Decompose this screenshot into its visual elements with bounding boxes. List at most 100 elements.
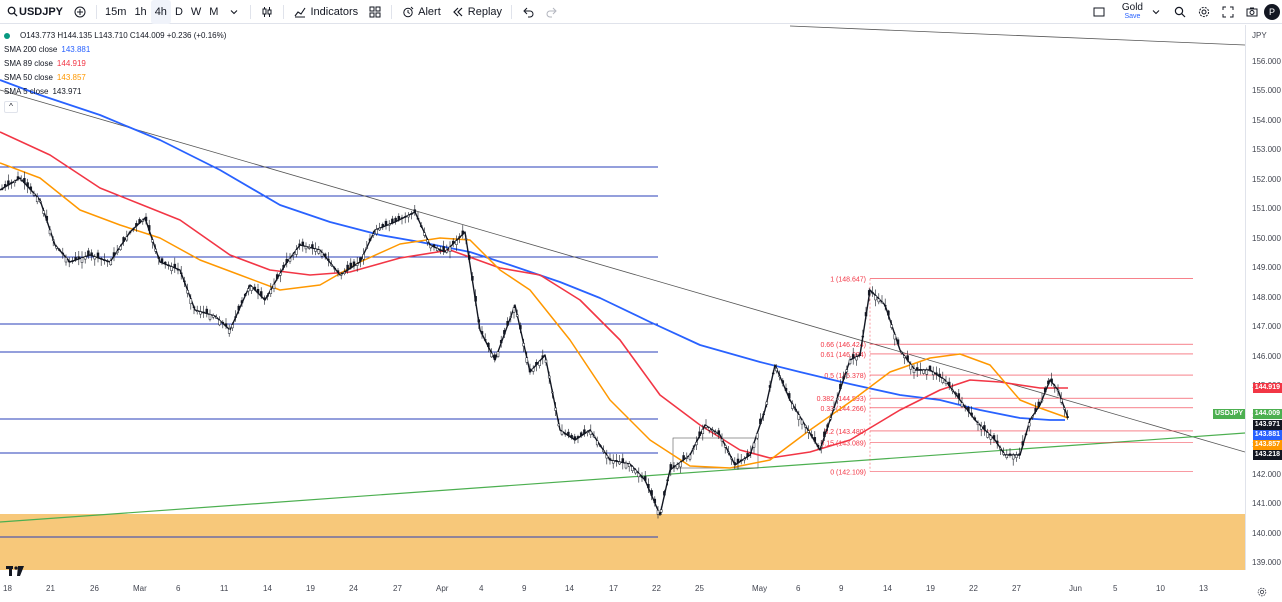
candle-body: [432, 244, 436, 248]
candle-body: [771, 372, 775, 375]
candle-body: [781, 380, 785, 384]
candle-body: [826, 424, 829, 428]
compare-button[interactable]: [68, 0, 92, 24]
avatar[interactable]: P: [1264, 4, 1280, 20]
price-chart[interactable]: 1 (148.647) 0.66 (146.424) 0.61 (146.094) 0…: [0, 25, 1245, 570]
indicators-button[interactable]: Indicators: [288, 0, 363, 24]
chart-type-button[interactable]: [255, 0, 279, 24]
candle-body: [19, 179, 23, 181]
candle-body: [823, 431, 826, 438]
interval-15m[interactable]: 15m: [105, 5, 127, 18]
interval-w[interactable]: W: [190, 5, 202, 18]
candle-body: [813, 437, 817, 442]
candle-body: [995, 440, 999, 444]
grid-icon: [368, 5, 382, 19]
divider: [283, 4, 285, 19]
market-status-icon: [4, 33, 10, 39]
candle-body: [266, 295, 269, 297]
price-tick-label: 156.000: [1252, 57, 1281, 66]
interval-d[interactable]: D: [174, 5, 183, 18]
candle-body: [563, 432, 567, 435]
time-tick-label: 14: [565, 584, 574, 593]
price-tag: USDJPY: [1212, 409, 1245, 419]
settings-button[interactable]: [1192, 0, 1216, 24]
indicator-row-sma200[interactable]: SMA 200 close 143.881: [4, 43, 226, 57]
layout-name: Gold Save: [1116, 3, 1149, 21]
candle-body: [384, 220, 388, 226]
candle-body: [675, 464, 679, 469]
candle-body: [573, 436, 577, 441]
candle-body: [522, 343, 525, 347]
candle-body: [1037, 401, 1041, 408]
interval-1h[interactable]: 1h: [134, 5, 147, 18]
indicators-icon: [293, 5, 307, 19]
price-axis[interactable]: 156.000 155.000 154.000 153.000 152.000 151.0…: [1212, 25, 1282, 570]
candle-body: [285, 258, 289, 263]
price-tick-label: 153.000: [1252, 145, 1281, 155]
candle-body: [237, 305, 241, 311]
axis-settings-button[interactable]: [1255, 584, 1269, 602]
candle-body: [515, 314, 519, 317]
layout-title: Gold: [1121, 2, 1143, 13]
candle-body: [499, 339, 503, 344]
candle-body: [547, 375, 551, 379]
candle-body: [138, 219, 141, 224]
chart-pane[interactable]: 1 (148.647) 0.66 (146.424) 0.61 (146.094) 0…: [0, 25, 1245, 570]
indicator-row-sma50[interactable]: SMA 50 close 143.857: [4, 71, 226, 85]
candle-body: [317, 249, 321, 254]
candle-body: [128, 231, 132, 234]
candle-body: [608, 458, 612, 461]
price-tick-label: 154.000: [1252, 115, 1281, 125]
candle-body: [551, 391, 554, 394]
candle-body: [416, 217, 420, 220]
candle-body: [541, 355, 545, 358]
candle-body: [871, 291, 874, 294]
templates-button[interactable]: [363, 0, 387, 24]
candle-body: [1024, 433, 1028, 436]
layout-name-button[interactable]: Gold Save: [1111, 0, 1168, 24]
fullscreen-button[interactable]: [1216, 0, 1240, 24]
candle-body: [77, 256, 81, 260]
candle-body: [16, 176, 20, 180]
interval-dropdown[interactable]: [222, 0, 246, 24]
candle-body: [919, 369, 922, 371]
alert-button[interactable]: Alert: [396, 0, 446, 24]
quick-search-button[interactable]: [1168, 0, 1192, 24]
replay-button[interactable]: Replay: [446, 0, 507, 24]
fib-level-label: 0 (142.109): [830, 469, 866, 476]
indicator-row-sma89[interactable]: SMA 89 close 144.919: [4, 57, 226, 71]
interval-m[interactable]: M: [209, 5, 219, 18]
sma89-line: [0, 131, 1068, 459]
toolbar-right: Gold Save P: [1087, 0, 1282, 24]
candle-body: [807, 430, 810, 433]
candle-body: [784, 387, 788, 391]
redo-button[interactable]: [540, 0, 564, 24]
candle-body: [154, 248, 157, 252]
indicator-row-sma5[interactable]: SMA 5 close 143.971: [4, 85, 226, 99]
candle-body: [163, 261, 167, 265]
legend-collapse-button[interactable]: ^: [4, 101, 18, 113]
candle-body: [691, 448, 695, 450]
candle-body: [778, 375, 781, 377]
layout-toggle-button[interactable]: [1087, 0, 1111, 24]
search-icon: [1173, 5, 1187, 19]
candle-body: [931, 371, 935, 376]
indicator-value: 143.971: [52, 87, 82, 96]
candle-body: [125, 236, 129, 241]
candle-body: [231, 324, 234, 329]
candle-body: [1027, 422, 1031, 427]
candle-body: [1034, 408, 1037, 412]
snapshot-button[interactable]: [1240, 0, 1264, 24]
candle-body: [173, 263, 177, 269]
candle-body: [621, 458, 625, 463]
candle-body: [170, 266, 173, 271]
candle-body: [112, 252, 116, 257]
interval-4h[interactable]: 4h: [150, 0, 171, 24]
candle-body: [688, 454, 692, 460]
symbol-search[interactable]: USDJPY: [0, 0, 68, 24]
candle-body: [768, 385, 772, 388]
time-axis[interactable]: 18 21 26 Mar 6 11 14 19 24 27 Apr 4 9 14 17 22 25 May 6 9 14…: [0, 582, 1245, 598]
price-tag: 143.218: [1252, 450, 1282, 460]
candle-body: [336, 270, 340, 273]
undo-button[interactable]: [516, 0, 540, 24]
